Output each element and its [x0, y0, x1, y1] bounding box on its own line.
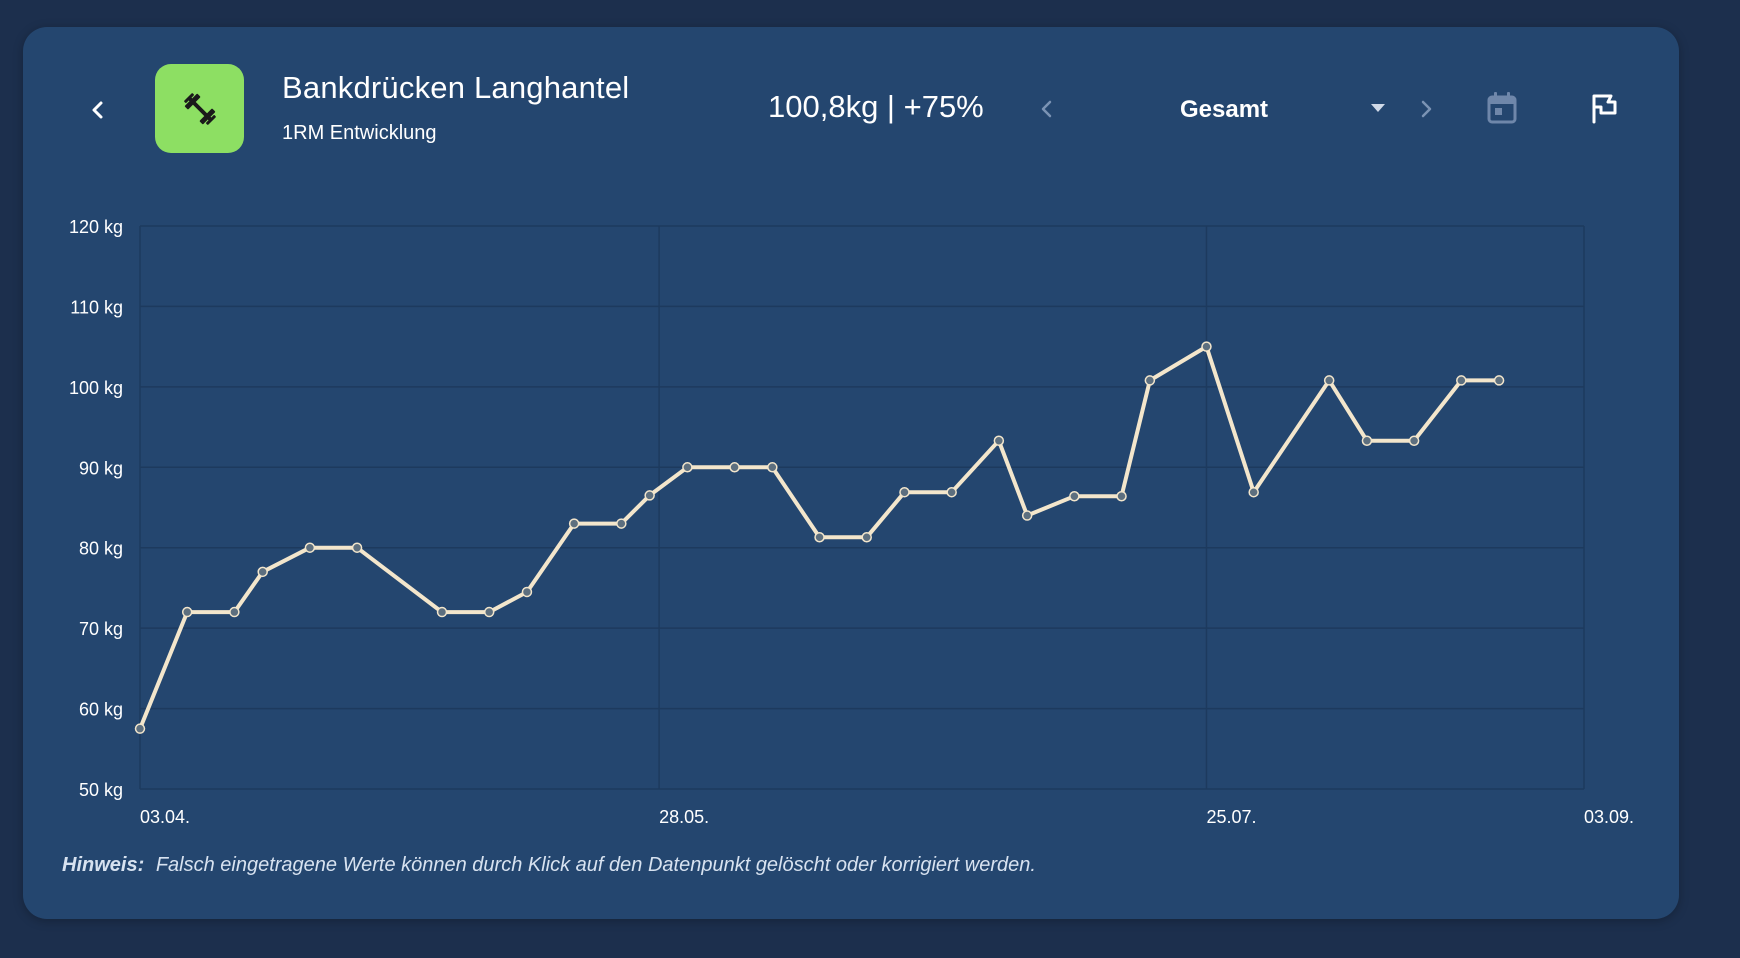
data-point[interactable]	[993, 435, 1005, 446]
hint-label: Hinweis:	[62, 854, 145, 876]
data-point[interactable]	[616, 518, 627, 529]
data-point[interactable]	[1456, 375, 1467, 386]
y-tick-label: 90 kg	[79, 458, 123, 478]
data-point[interactable]	[483, 606, 495, 618]
data-point[interactable]	[1408, 435, 1420, 446]
dumbbell-icon	[183, 92, 216, 125]
hint-text: Falsch eingetragene Werte können durch K…	[155, 854, 1036, 876]
data-point[interactable]	[568, 518, 580, 529]
data-point[interactable]	[946, 486, 957, 498]
chevron-left-icon	[1041, 100, 1052, 118]
chart-subtitle: 1RM Entwicklung	[282, 122, 437, 144]
previous-period-button[interactable]	[1027, 89, 1067, 129]
data-point[interactable]	[351, 542, 363, 553]
data-point[interactable]	[899, 486, 910, 498]
exercise-title: Bankdrücken Langhantel	[282, 70, 630, 105]
data-point[interactable]	[304, 542, 316, 553]
data-point[interactable]	[644, 490, 655, 501]
y-tick-label: 50 kg	[79, 780, 123, 800]
period-select[interactable]: Gesamt	[1150, 84, 1395, 132]
y-tick-label: 60 kg	[79, 700, 123, 720]
y-tick-label: 110 kg	[70, 297, 123, 317]
y-tick-label: 100 kg	[69, 378, 123, 398]
data-point[interactable]	[1248, 486, 1259, 498]
goal-flag-button[interactable]	[1582, 86, 1626, 130]
flag-icon	[1592, 94, 1617, 124]
x-tick-label: 28.05.	[659, 807, 709, 827]
x-tick-label: 03.04.	[140, 807, 190, 827]
back-button[interactable]	[72, 84, 124, 136]
data-point[interactable]	[257, 566, 268, 578]
data-point[interactable]	[1361, 435, 1373, 446]
data-point[interactable]	[729, 462, 740, 473]
data-point[interactable]	[1069, 490, 1080, 502]
data-point[interactable]	[1323, 375, 1335, 386]
data-point[interactable]	[229, 606, 240, 618]
data-point[interactable]	[436, 606, 448, 618]
y-tick-label: 80 kg	[79, 539, 123, 559]
data-point[interactable]	[521, 586, 533, 598]
chart-card	[23, 27, 1679, 919]
data-point[interactable]	[861, 532, 872, 543]
data-point[interactable]	[1201, 341, 1212, 352]
next-period-button[interactable]	[1406, 89, 1446, 129]
data-point[interactable]	[134, 723, 146, 734]
chevron-right-icon	[1421, 100, 1432, 118]
hint-note: Hinweis: Falsch eingetragene Werte könne…	[62, 854, 1036, 877]
data-point[interactable]	[1116, 490, 1127, 502]
calendar-button[interactable]	[1481, 86, 1523, 130]
data-point[interactable]	[814, 532, 825, 543]
calendar-icon	[1487, 92, 1517, 124]
period-select-value: Gesamt	[1180, 96, 1269, 123]
exercise-icon-badge	[155, 64, 244, 153]
caret-down-icon	[1371, 104, 1385, 112]
y-tick-label: 70 kg	[79, 619, 123, 639]
data-point[interactable]	[1493, 375, 1505, 386]
current-value-summary: 100,8kg | +75%	[768, 89, 984, 124]
data-point[interactable]	[767, 462, 778, 473]
chevron-left-icon	[92, 101, 103, 119]
data-point[interactable]	[682, 462, 693, 473]
data-point[interactable]	[1144, 375, 1156, 386]
y-tick-label: 120 kg	[69, 217, 123, 237]
data-point[interactable]	[1021, 510, 1033, 521]
x-tick-label: 25.07.	[1206, 807, 1256, 827]
x-tick-label: 03.09.	[1584, 807, 1634, 827]
data-point[interactable]	[181, 606, 193, 618]
